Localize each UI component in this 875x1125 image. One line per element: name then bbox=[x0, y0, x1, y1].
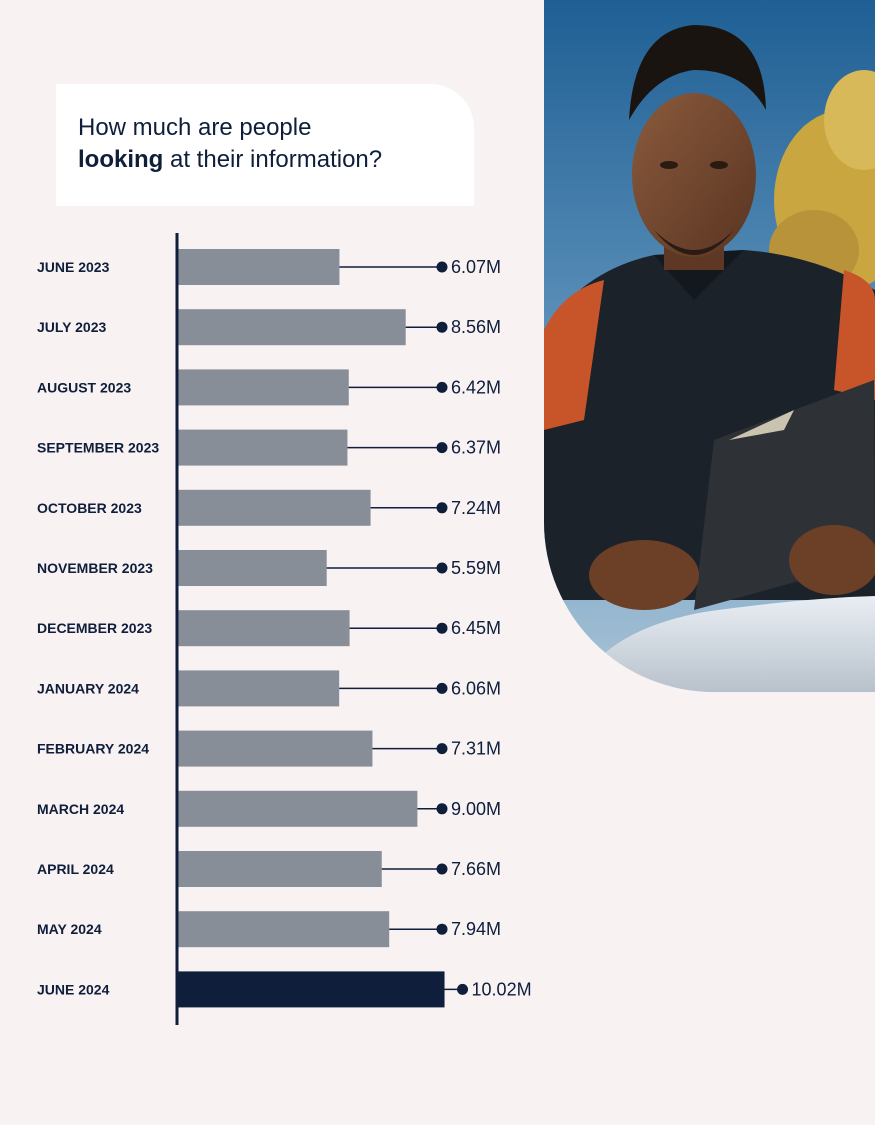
leader-dot bbox=[436, 923, 448, 935]
bar bbox=[178, 670, 340, 707]
bars bbox=[178, 249, 445, 1008]
category-label: JANUARY 2024 bbox=[37, 680, 139, 696]
bar bbox=[178, 489, 371, 526]
value-label: 7.94M bbox=[451, 919, 501, 939]
value-label: 5.59M bbox=[451, 558, 501, 578]
category-label: SEPTEMBER 2023 bbox=[37, 440, 159, 456]
category-label: APRIL 2024 bbox=[37, 861, 114, 877]
value-label: 7.31M bbox=[451, 739, 501, 759]
category-label: FEBRUARY 2024 bbox=[37, 741, 149, 757]
value-labels: 6.07M 8.56M 6.42M 6.37M 7.24M 5.59M 6.45M 6.06M… bbox=[451, 257, 532, 999]
bar bbox=[178, 550, 327, 586]
bar bbox=[178, 249, 340, 285]
value-label: 10.02M bbox=[472, 979, 532, 999]
value-label: 8.56M bbox=[451, 317, 501, 337]
leader-dot bbox=[436, 622, 448, 634]
leader-lines bbox=[326, 261, 469, 995]
photo-illustration bbox=[544, 0, 875, 692]
value-label: 6.45M bbox=[451, 618, 501, 638]
title-line-2-rest: at their information? bbox=[163, 146, 383, 173]
title-line-2: looking at their information? bbox=[78, 144, 382, 176]
leader-dot bbox=[436, 442, 448, 454]
value-label: 9.00M bbox=[451, 799, 501, 819]
bar bbox=[178, 911, 390, 948]
leader-dot bbox=[436, 261, 448, 273]
category-label: DECEMBER 2023 bbox=[37, 620, 152, 636]
category-label: MARCH 2024 bbox=[37, 801, 124, 817]
category-label: JUNE 2024 bbox=[37, 981, 110, 997]
category-label: JULY 2023 bbox=[37, 319, 106, 335]
category-label: JUNE 2023 bbox=[37, 259, 110, 275]
category-label: OCTOBER 2023 bbox=[37, 500, 142, 516]
bar bbox=[178, 369, 349, 406]
leader-dot bbox=[457, 983, 469, 995]
leader-dot bbox=[436, 803, 448, 815]
bar bbox=[178, 429, 348, 466]
value-label: 6.06M bbox=[451, 678, 501, 698]
title-bold-word: looking bbox=[78, 146, 164, 173]
value-label: 7.66M bbox=[451, 859, 501, 879]
category-labels: JUNE 2023 JULY 2023 AUGUST 2023 SEPTEMBER 2… bbox=[37, 259, 159, 997]
title-card: How much are people looking at their inf… bbox=[56, 84, 474, 206]
category-label: NOVEMBER 2023 bbox=[37, 560, 153, 576]
bar-highlight bbox=[178, 971, 445, 1008]
value-label: 6.37M bbox=[451, 438, 501, 458]
leader-dot bbox=[436, 863, 448, 875]
title-line-1: How much are people bbox=[78, 114, 312, 141]
leader-dot bbox=[436, 682, 448, 694]
bar bbox=[178, 790, 418, 827]
photo-man-with-tablet bbox=[544, 0, 875, 692]
value-label: 6.07M bbox=[451, 257, 501, 277]
bar bbox=[178, 610, 350, 647]
bar bbox=[178, 730, 373, 767]
bar bbox=[178, 851, 382, 887]
bar bbox=[178, 309, 406, 346]
category-label: MAY 2024 bbox=[37, 921, 102, 937]
leader-dot bbox=[436, 381, 448, 393]
category-label: AUGUST 2023 bbox=[37, 379, 131, 395]
leader-dot bbox=[436, 562, 448, 574]
leader-dot bbox=[436, 502, 448, 514]
leader-dot bbox=[436, 743, 448, 755]
value-label: 7.24M bbox=[451, 498, 501, 518]
value-label: 6.42M bbox=[451, 377, 501, 397]
leader-dot bbox=[436, 321, 448, 333]
chart-title: How much are people looking at their inf… bbox=[78, 112, 382, 176]
